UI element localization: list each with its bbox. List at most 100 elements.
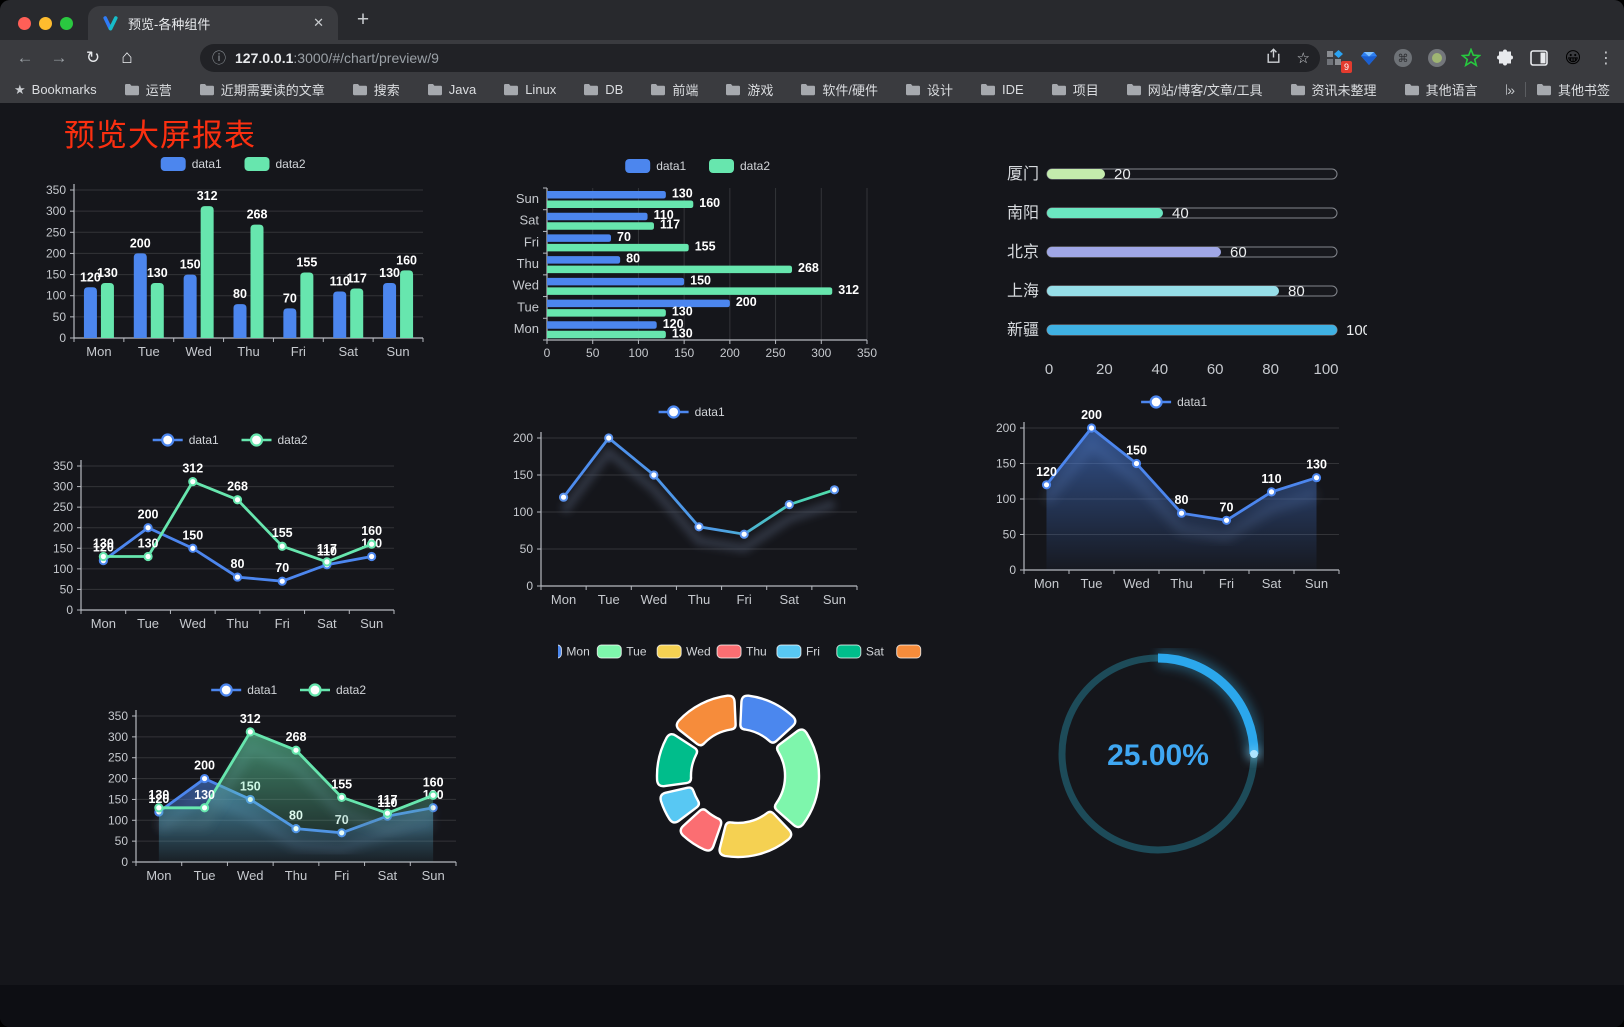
bookmark-label: 运营 [145, 83, 172, 98]
bookmark-item-2[interactable]: 近期需要读的文章 [199, 80, 325, 99]
bookmark-item-3[interactable]: 搜索 [352, 80, 400, 99]
forward-icon[interactable]: → [50, 48, 68, 67]
minimize-window-button[interactable] [39, 17, 52, 30]
chart-grouped-bar[interactable]: data1 data2 0 50 100 150 200 250 300 350 Mon Tue Wed… [38, 150, 433, 362]
chart-ring-gauge[interactable]: 25.00% [1052, 648, 1264, 860]
svg-text:350: 350 [108, 709, 128, 723]
legend-item-Tue[interactable]: Tue [596, 644, 647, 659]
pie-slice-Fri[interactable] [659, 786, 701, 824]
legend-item-data2[interactable]: data2 [300, 683, 366, 697]
bar-Fri-data2 [547, 243, 689, 252]
legend-item-data1[interactable]: data1 [152, 433, 219, 447]
bookmark-item-1[interactable]: 运营 [124, 80, 172, 99]
url-bar[interactable]: ⓘ 127.0.0.1:3000/#/chart/preview/9 ☆ [200, 44, 1320, 72]
legend-item-Wed[interactable]: Wed [656, 644, 711, 659]
share-icon[interactable] [1266, 48, 1281, 68]
home-icon[interactable]: ⌂ [121, 47, 133, 68]
folder-icon [1051, 84, 1066, 96]
bookmark-item-5[interactable]: Linux [503, 82, 556, 97]
chart-city-progress[interactable]: 厦门 20 南阳 40 北京 60 上海 80 新疆 100 0 20 40 60 80 100 [995, 150, 1371, 390]
chart-double-line[interactable]: data1 data2 0 50 100 150 200 250 300 350 Mon Tue Wed… [45, 428, 420, 636]
pie-slice-Wed[interactable] [718, 810, 793, 859]
bookmark-item-14[interactable]: 资讯未整理 [1290, 80, 1377, 99]
legend-item-data2[interactable]: data2 [244, 157, 306, 171]
svg-text:80: 80 [1288, 283, 1305, 300]
reload-icon[interactable]: ↻ [85, 48, 101, 67]
legend-item-data2[interactable]: data2 [241, 433, 308, 447]
svg-text:Sat: Sat [519, 213, 539, 228]
legend-item-Mon[interactable]: Mon [536, 644, 590, 659]
svg-text:250: 250 [766, 346, 786, 360]
gem-extension-icon[interactable] [1358, 47, 1380, 69]
close-window-button[interactable] [18, 17, 31, 30]
legend-item-data2[interactable]: data2 [709, 159, 770, 173]
svg-text:data1: data1 [192, 157, 222, 171]
bookmark-item-13[interactable]: 网站/博客/文章/工具 [1126, 80, 1263, 99]
back-icon[interactable]: ← [16, 48, 34, 67]
bookmark-item-8[interactable]: 游戏 [725, 80, 773, 99]
legend-item-Sun[interactable]: Sun [896, 644, 947, 659]
extensions-puzzle-icon[interactable] [1494, 47, 1516, 69]
svg-text:150: 150 [513, 468, 533, 482]
bookmark-item-0[interactable]: ★ Bookmarks [14, 82, 97, 98]
chart-weekday-donut[interactable]: Mon Tue Wed Thu Fri Sat Sun [536, 640, 947, 870]
bookmark-item-9[interactable]: 软件/硬件 [800, 80, 878, 99]
devtools-extension-icon[interactable]: 9 [1324, 47, 1352, 73]
bookmark-item-16[interactable]: PHP [1505, 82, 1508, 97]
pie-slice-Sat[interactable] [655, 733, 699, 788]
svg-text:Tue: Tue [626, 645, 647, 659]
tab-title: 预览-各种组件 [128, 16, 211, 32]
pie-slice-Thu[interactable] [679, 808, 723, 852]
bookmark-item-4[interactable]: Java [427, 82, 476, 97]
legend-item-Fri[interactable]: Fri [776, 644, 820, 659]
folder-icon [981, 84, 996, 96]
chart-area-line[interactable]: data1 0 50 100 150 200 Mon Tue Wed Thu Fri Sat Sun 12… [988, 390, 1365, 600]
pie-slice-Mon[interactable] [739, 694, 797, 744]
folder-icon [427, 84, 442, 96]
recorder-extension-icon[interactable] [1426, 47, 1448, 69]
legend-item-Sat[interactable]: Sat [836, 644, 885, 659]
site-info-icon[interactable]: ⓘ [212, 50, 226, 66]
chart-gradient-line[interactable]: data1 0 50 100 150 200 Mon Tue Wed Thu Fri Sat Sun [505, 400, 883, 612]
legend-item-data1[interactable]: data1 [658, 405, 725, 419]
window-controls [18, 17, 73, 30]
svg-text:120: 120 [148, 792, 169, 806]
bookmark-item-15[interactable]: 其他语言 [1404, 80, 1478, 99]
bookmark-label: 其他语言 [1425, 83, 1478, 98]
legend-item-Thu[interactable]: Thu [716, 644, 767, 659]
bookmarks-overflow-icon[interactable]: » [1507, 81, 1515, 98]
bookmark-item-6[interactable]: DB [583, 82, 623, 97]
browser-tab[interactable]: 预览-各种组件 ✕ [88, 6, 338, 40]
bookmark-item-10[interactable]: 设计 [905, 80, 953, 99]
zoom-window-button[interactable] [60, 17, 73, 30]
browser-menu-icon[interactable]: ⋮ [1598, 50, 1614, 67]
legend-item-data1[interactable]: data1 [1141, 395, 1207, 409]
svg-text:117: 117 [377, 793, 397, 807]
progress-row-新疆: 新疆 100 [1007, 321, 1371, 339]
legend-item-data1[interactable]: data1 [211, 683, 278, 697]
pie-slice-Sun[interactable] [675, 694, 737, 747]
bookmark-item-7[interactable]: 前端 [650, 80, 698, 99]
svg-text:Thu: Thu [226, 616, 248, 631]
url-text[interactable]: 127.0.0.1:3000/#/chart/preview/9 [235, 50, 1250, 66]
green-star-extension-icon[interactable] [1460, 47, 1482, 69]
tab-close-icon[interactable]: ✕ [313, 15, 324, 30]
bookmark-item-11[interactable]: IDE [980, 82, 1024, 97]
legend-item-data1[interactable]: data1 [160, 157, 222, 171]
other-bookmarks-folder[interactable]: 其他书签 [1536, 80, 1610, 99]
chart-double-area-line[interactable]: data1 data2 0 50 100 150 200 250 300 350 Mon Tue Wed… [100, 678, 482, 892]
chart-horizontal-bar[interactable]: data1 data2 0 50 100 150 200 250 300 350 Sun 130 160… [505, 152, 895, 364]
svg-text:Thu: Thu [1170, 576, 1192, 591]
pie-slice-Tue[interactable] [773, 728, 821, 829]
side-panel-icon[interactable] [1528, 47, 1550, 69]
svg-text:Mon: Mon [86, 344, 111, 359]
command-extension-icon[interactable]: ⌘ [1392, 47, 1414, 69]
legend-item-data1[interactable]: data1 [625, 159, 687, 173]
bookmark-star-icon[interactable]: ☆ [1296, 50, 1310, 67]
svg-text:Wed: Wed [1123, 576, 1150, 591]
new-tab-button[interactable]: + [356, 8, 370, 31]
bookmark-item-12[interactable]: 项目 [1051, 80, 1099, 99]
emoji-extension-icon[interactable]: 😀 [1564, 50, 1582, 67]
bar-Thu-data1 [547, 256, 621, 264]
svg-text:120: 120 [1036, 465, 1057, 479]
